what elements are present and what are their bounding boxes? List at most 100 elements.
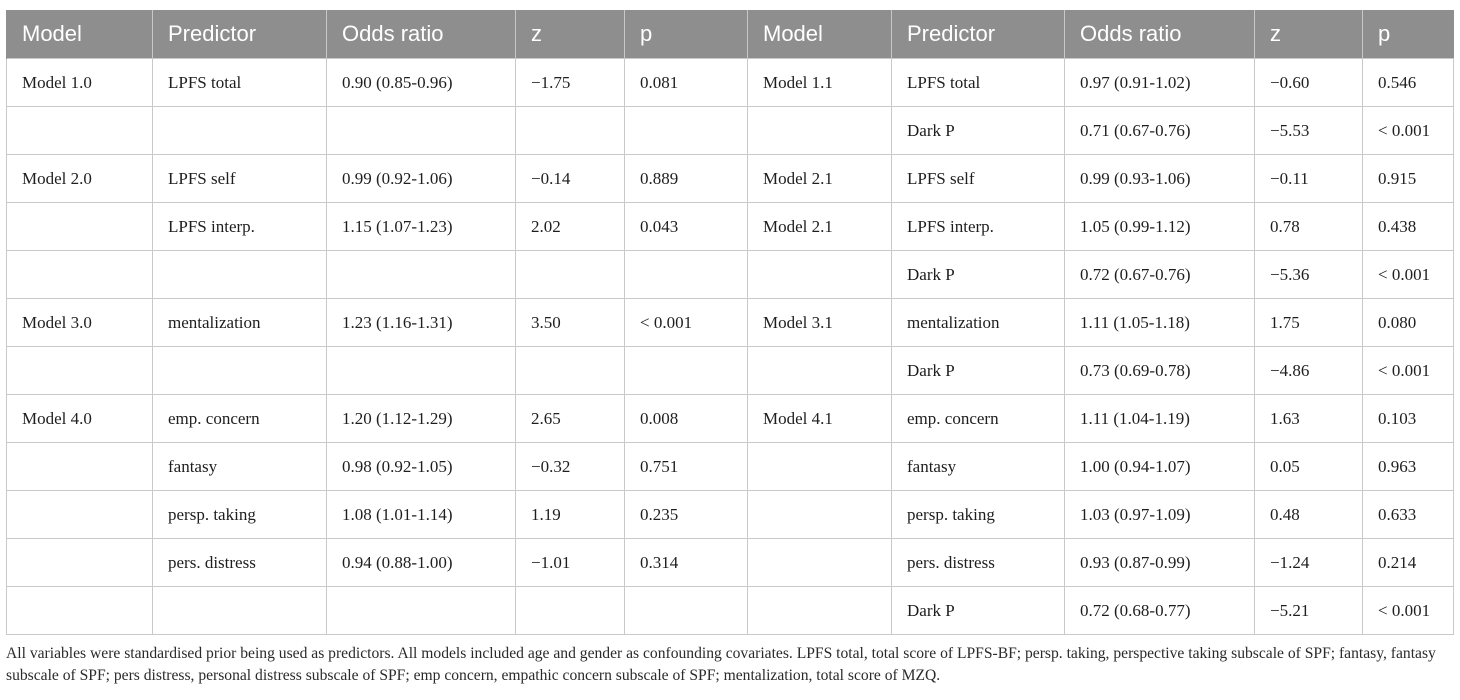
cell-model-left: Model 2.0 bbox=[6, 154, 153, 203]
cell-p-right: < 0.001 bbox=[1362, 250, 1454, 299]
cell-p-left: 0.081 bbox=[624, 58, 748, 107]
cell-predictor-right: mentalization bbox=[891, 298, 1065, 347]
cell-predictor-left: LPFS total bbox=[152, 58, 327, 107]
cell-odds-ratio-right: 0.97 (0.91-1.02) bbox=[1064, 58, 1255, 107]
cell-odds-ratio-right: 0.93 (0.87-0.99) bbox=[1064, 538, 1255, 587]
cell-p-right: 0.214 bbox=[1362, 538, 1454, 587]
cell-odds-ratio-right: 1.03 (0.97-1.09) bbox=[1064, 490, 1255, 539]
cell-z-right: −5.21 bbox=[1254, 586, 1363, 635]
cell-p-left bbox=[624, 586, 748, 635]
cell-p-left: 0.008 bbox=[624, 394, 748, 443]
cell-model-left bbox=[6, 442, 153, 491]
cell-p-left bbox=[624, 250, 748, 299]
cell-model-right: Model 4.1 bbox=[747, 394, 892, 443]
cell-model-right bbox=[747, 586, 892, 635]
header-model-left: Model bbox=[6, 10, 153, 59]
cell-odds-ratio-left: 1.08 (1.01-1.14) bbox=[326, 490, 516, 539]
table-row: pers. distress 0.94 (0.88-1.00) −1.01 0.314… bbox=[6, 538, 1454, 587]
cell-z-right: 0.48 bbox=[1254, 490, 1363, 539]
cell-z-left: −0.32 bbox=[515, 442, 625, 491]
cell-p-right: 0.915 bbox=[1362, 154, 1454, 203]
table-row: Dark P 0.72 (0.67-0.76) −5.36 < 0.001 bbox=[6, 250, 1454, 299]
cell-z-left: −1.75 bbox=[515, 58, 625, 107]
header-odds-ratio-left: Odds ratio bbox=[326, 10, 516, 59]
cell-odds-ratio-left bbox=[326, 346, 516, 395]
cell-model-right: Model 2.1 bbox=[747, 154, 892, 203]
cell-odds-ratio-left bbox=[326, 106, 516, 155]
cell-odds-ratio-left: 1.15 (1.07-1.23) bbox=[326, 202, 516, 251]
document: Model Predictor Odds ratio z p Model Pre… bbox=[6, 10, 1454, 687]
cell-z-right: −5.53 bbox=[1254, 106, 1363, 155]
cell-odds-ratio-left: 0.98 (0.92-1.05) bbox=[326, 442, 516, 491]
cell-model-right: Model 3.1 bbox=[747, 298, 892, 347]
cell-model-left: Model 1.0 bbox=[6, 58, 153, 107]
cell-p-right: 0.103 bbox=[1362, 394, 1454, 443]
cell-z-left bbox=[515, 250, 625, 299]
cell-predictor-right: LPFS self bbox=[891, 154, 1065, 203]
cell-model-left: Model 4.0 bbox=[6, 394, 153, 443]
cell-p-left: 0.751 bbox=[624, 442, 748, 491]
cell-odds-ratio-right: 0.73 (0.69-0.78) bbox=[1064, 346, 1255, 395]
cell-odds-ratio-left: 1.23 (1.16-1.31) bbox=[326, 298, 516, 347]
table-footnote: All variables were standardised prior be… bbox=[6, 645, 1436, 684]
table-row: Dark P 0.73 (0.69-0.78) −4.86 < 0.001 bbox=[6, 346, 1454, 395]
cell-predictor-right: Dark P bbox=[891, 250, 1065, 299]
cell-predictor-right: fantasy bbox=[891, 442, 1065, 491]
table-row: persp. taking 1.08 (1.01-1.14) 1.19 0.235 pe… bbox=[6, 490, 1454, 539]
cell-odds-ratio-right: 0.99 (0.93-1.06) bbox=[1064, 154, 1255, 203]
cell-model-left bbox=[6, 490, 153, 539]
cell-model-left bbox=[6, 106, 153, 155]
cell-model-left bbox=[6, 250, 153, 299]
cell-odds-ratio-right: 1.00 (0.94-1.07) bbox=[1064, 442, 1255, 491]
cell-predictor-right: persp. taking bbox=[891, 490, 1065, 539]
header-p-right: p bbox=[1362, 10, 1454, 59]
cell-p-left: 0.889 bbox=[624, 154, 748, 203]
cell-odds-ratio-left: 0.90 (0.85-0.96) bbox=[326, 58, 516, 107]
cell-p-right: 0.438 bbox=[1362, 202, 1454, 251]
cell-p-right: 0.963 bbox=[1362, 442, 1454, 491]
cell-p-left: 0.235 bbox=[624, 490, 748, 539]
cell-p-left: < 0.001 bbox=[624, 298, 748, 347]
cell-z-left bbox=[515, 586, 625, 635]
table-row: Dark P 0.71 (0.67-0.76) −5.53 < 0.001 bbox=[6, 106, 1454, 155]
cell-z-right: 1.63 bbox=[1254, 394, 1363, 443]
cell-model-right bbox=[747, 346, 892, 395]
cell-z-left: 2.02 bbox=[515, 202, 625, 251]
cell-odds-ratio-left: 0.94 (0.88-1.00) bbox=[326, 538, 516, 587]
cell-model-right bbox=[747, 490, 892, 539]
cell-predictor-left bbox=[152, 586, 327, 635]
cell-model-left bbox=[6, 586, 153, 635]
header-predictor-right: Predictor bbox=[891, 10, 1065, 59]
cell-predictor-left bbox=[152, 346, 327, 395]
cell-p-left bbox=[624, 346, 748, 395]
table-row: Model 3.0 mentalization 1.23 (1.16-1.31) 3.… bbox=[6, 298, 1454, 347]
cell-model-right bbox=[747, 106, 892, 155]
cell-predictor-right: Dark P bbox=[891, 346, 1065, 395]
cell-model-right: Model 2.1 bbox=[747, 202, 892, 251]
table-header: Model Predictor Odds ratio z p Model Pre… bbox=[6, 10, 1454, 59]
cell-predictor-left: LPFS interp. bbox=[152, 202, 327, 251]
cell-z-right: −4.86 bbox=[1254, 346, 1363, 395]
cell-model-right bbox=[747, 250, 892, 299]
cell-model-right bbox=[747, 442, 892, 491]
cell-model-right: Model 1.1 bbox=[747, 58, 892, 107]
cell-model-left: Model 3.0 bbox=[6, 298, 153, 347]
cell-odds-ratio-right: 0.72 (0.68-0.77) bbox=[1064, 586, 1255, 635]
cell-predictor-right: pers. distress bbox=[891, 538, 1065, 587]
cell-odds-ratio-left bbox=[326, 586, 516, 635]
cell-odds-ratio-right: 1.05 (0.99-1.12) bbox=[1064, 202, 1255, 251]
header-z-right: z bbox=[1254, 10, 1363, 59]
cell-predictor-right: LPFS total bbox=[891, 58, 1065, 107]
cell-odds-ratio-right: 1.11 (1.05-1.18) bbox=[1064, 298, 1255, 347]
cell-z-left bbox=[515, 346, 625, 395]
cell-model-left bbox=[6, 538, 153, 587]
table-body: Model 1.0 LPFS total 0.90 (0.85-0.96) −1.75… bbox=[6, 58, 1454, 635]
table-row: Model 1.0 LPFS total 0.90 (0.85-0.96) −1.75… bbox=[6, 58, 1454, 107]
cell-z-right: 0.78 bbox=[1254, 202, 1363, 251]
header-row: Model Predictor Odds ratio z p Model Pre… bbox=[6, 10, 1454, 59]
header-predictor-left: Predictor bbox=[152, 10, 327, 59]
cell-predictor-right: Dark P bbox=[891, 106, 1065, 155]
cell-z-left bbox=[515, 106, 625, 155]
header-z-left: z bbox=[515, 10, 625, 59]
cell-z-right: −5.36 bbox=[1254, 250, 1363, 299]
